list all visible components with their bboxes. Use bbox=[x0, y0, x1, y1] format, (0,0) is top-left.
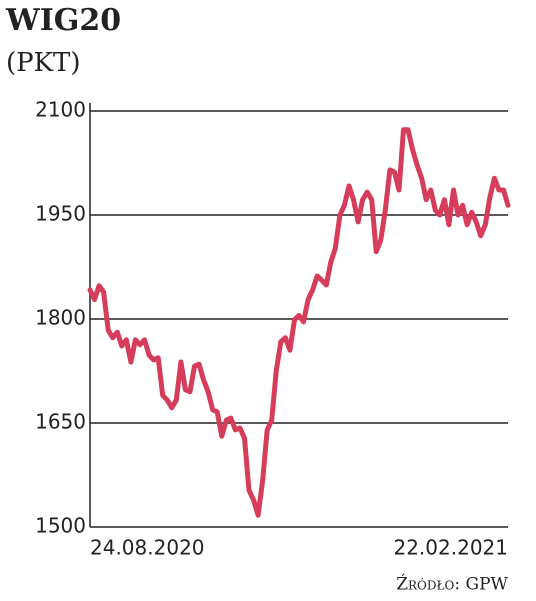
data-line bbox=[87, 127, 511, 518]
chart-title: WIG20 bbox=[5, 3, 121, 38]
source-note: Źródło: GPW bbox=[396, 574, 508, 595]
chart-subtitle: (PKT) bbox=[6, 48, 81, 78]
x-tick-label: 24.08.2020 bbox=[90, 536, 205, 560]
y-tick-label: 1800 bbox=[35, 306, 86, 330]
x-tick-label: 22.02.2021 bbox=[393, 536, 508, 560]
y-tick-label: 2100 bbox=[35, 98, 86, 122]
y-tick-label: 1500 bbox=[35, 514, 86, 538]
y-tick-label: 1950 bbox=[35, 202, 86, 226]
y-tick-label: 1650 bbox=[35, 410, 86, 434]
